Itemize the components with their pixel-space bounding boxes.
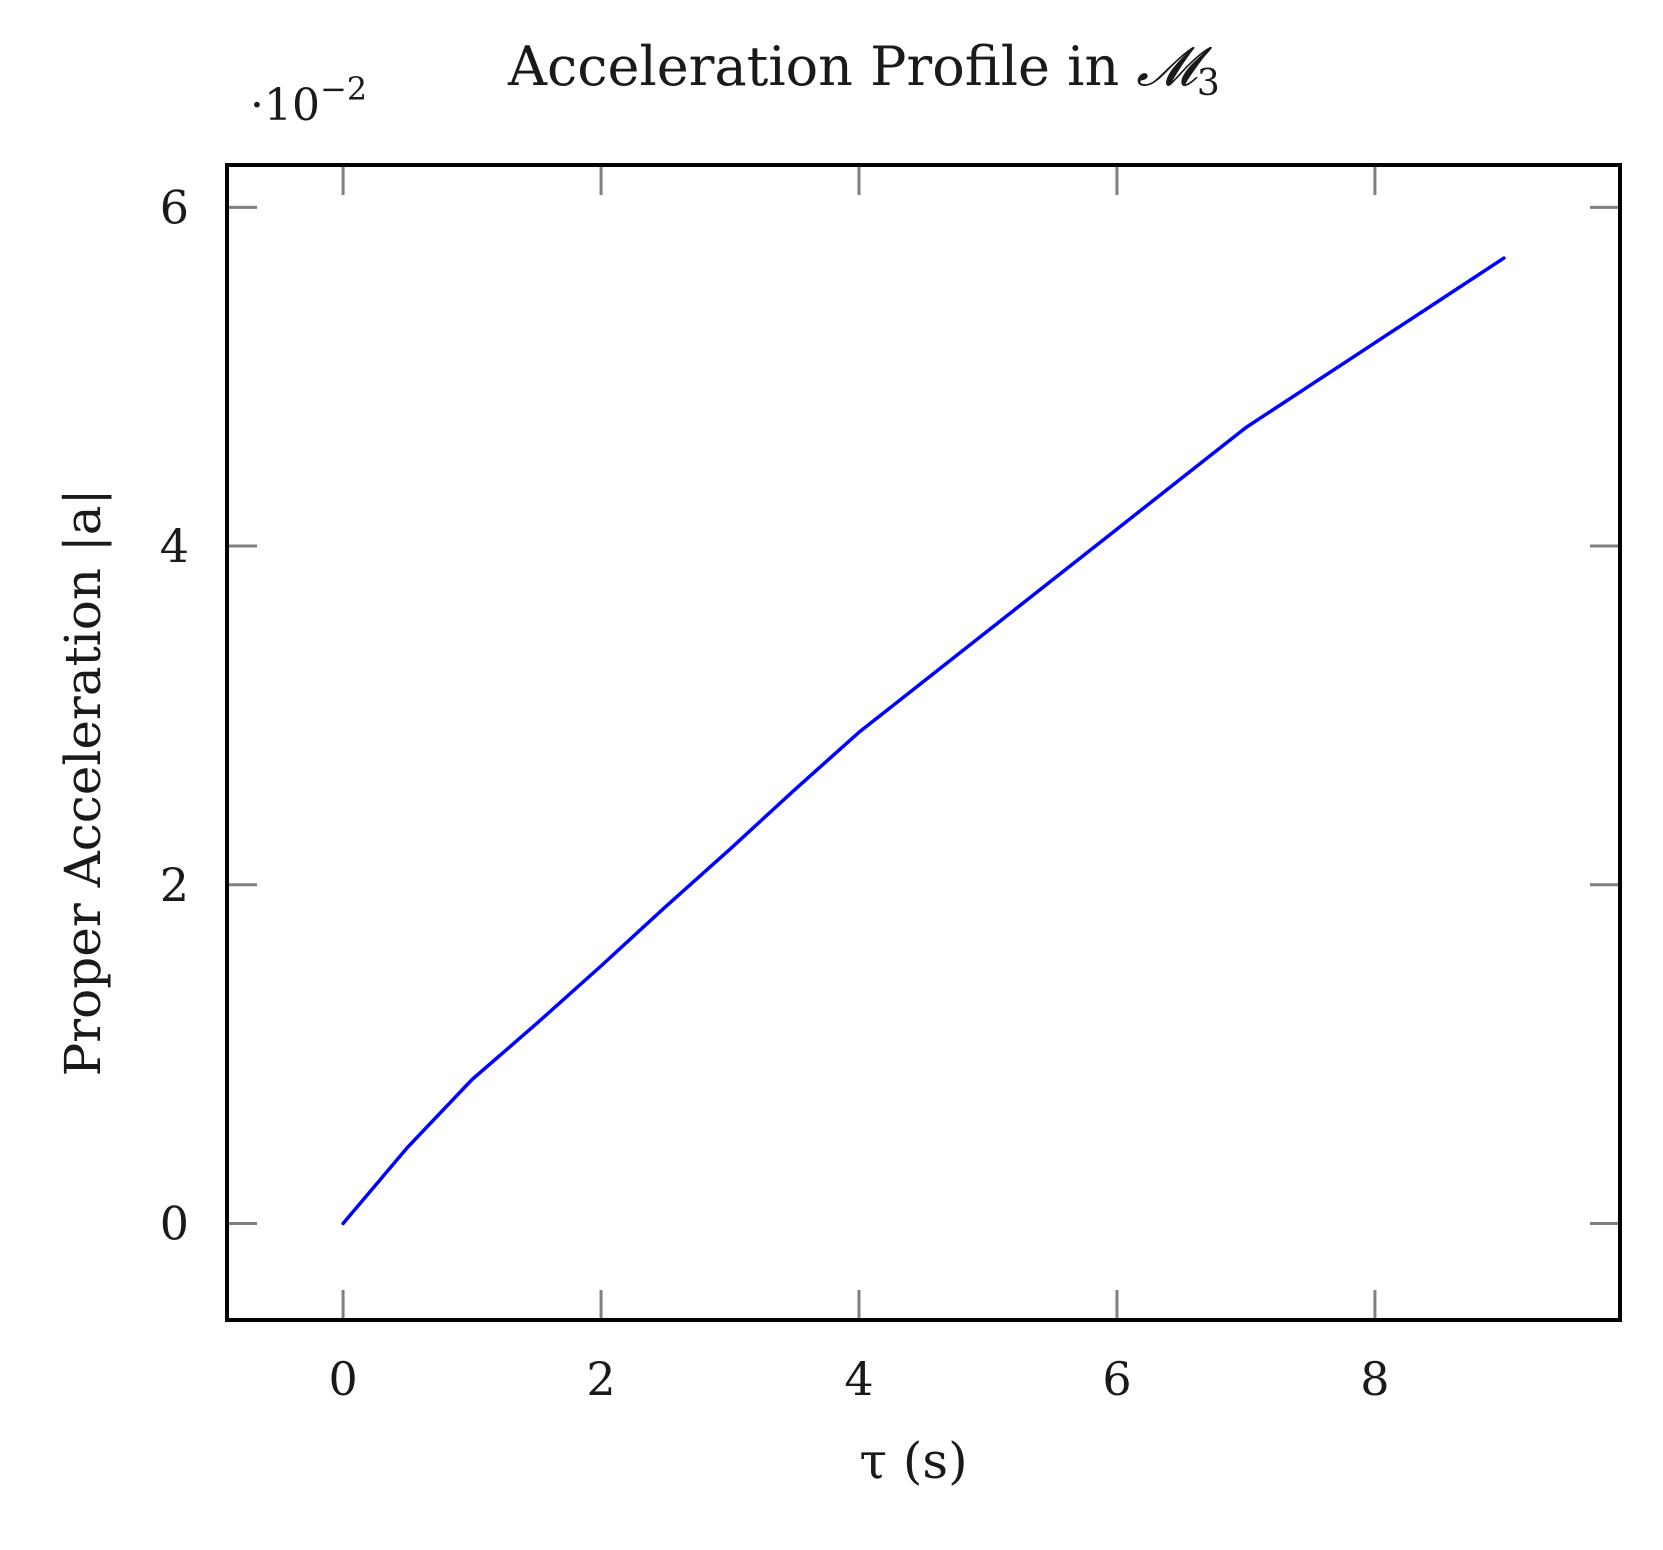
x-axis-label: τ (s) [859,1432,967,1490]
x-tick-label: 0 [328,1352,357,1406]
x-tick-label: 2 [586,1352,615,1406]
tick-labels: 0 2 4 6 8 0 2 4 6 [160,180,1390,1406]
y-multiplier-text: ·10−2 [250,70,367,131]
chart-title-text: Acceleration Profile in 𝓜3 [507,35,1220,104]
y-tick-label: 2 [160,858,189,912]
y-tick-label: 0 [160,1196,189,1250]
x-tick-label: 6 [1102,1352,1131,1406]
y-axis-label: Proper Acceleration |a| [54,489,112,1077]
plot-frame [225,163,1622,1322]
x-tick-label: 8 [1360,1352,1389,1406]
chart-title: Acceleration Profile in 𝓜3 [507,35,1220,104]
y-axis-multiplier: ·10−2 [250,70,367,131]
x-tick-label: 4 [844,1352,873,1406]
data-series-line [341,256,1506,1226]
y-tick-label: 4 [160,519,189,573]
y-tick-label: 6 [160,180,189,234]
axis-ticks [227,165,1620,1320]
